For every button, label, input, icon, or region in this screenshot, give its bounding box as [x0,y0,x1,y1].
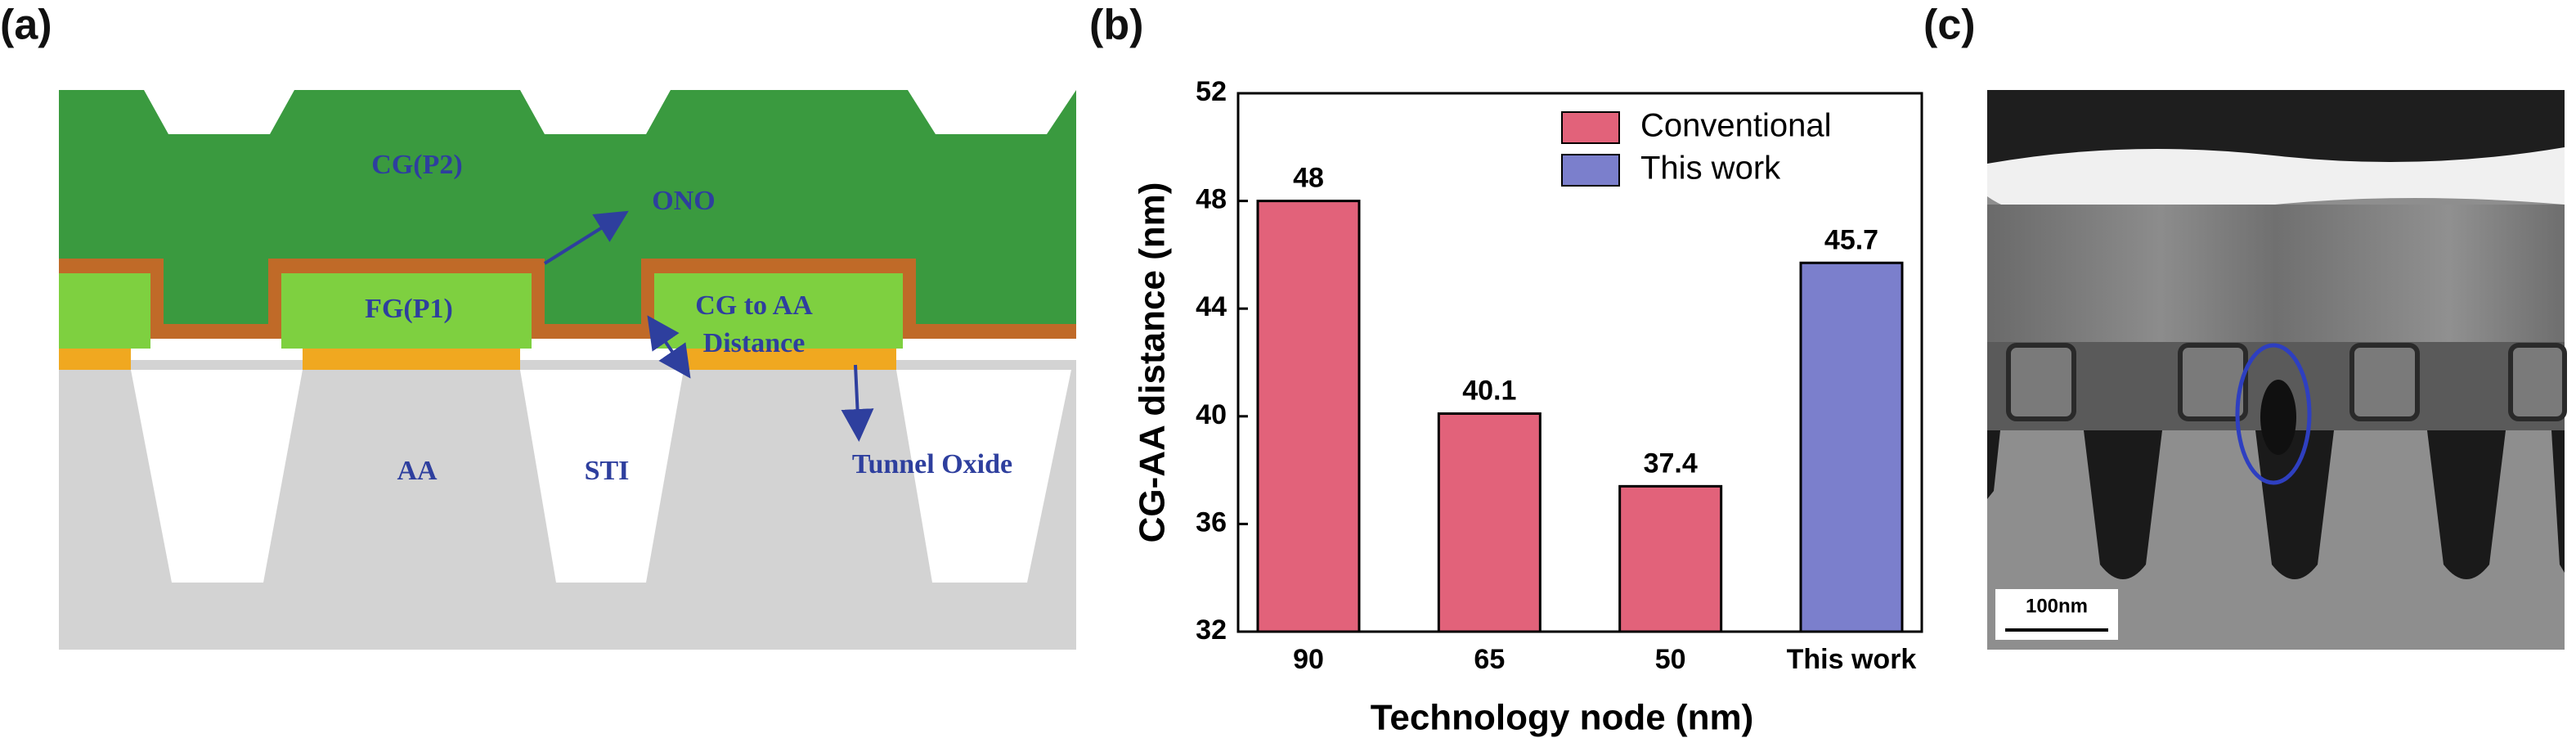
arrow [543,210,629,265]
y-tick-label: 48 [1196,184,1227,215]
legend-label: Conventional [1640,108,1832,144]
tunnel-oxide [303,349,520,370]
y-axis-title: CG-AA distance (nm) [1133,182,1173,543]
y-tick-label: 36 [1196,506,1227,538]
bar [1437,412,1542,633]
bar [1618,484,1723,633]
panel-label: (c) [1923,2,1976,49]
bar [1799,261,1904,633]
gate-structures [2006,343,2567,421]
x-tick-label: 65 [1474,644,1505,675]
scale-bar-label: 100nm [2026,595,2088,617]
value-label: 48 [1293,163,1324,194]
image-top [1987,90,2565,164]
floating-gate [654,273,903,349]
arrow [647,315,691,379]
legend-swatch [1561,111,1620,144]
bar [1256,200,1361,633]
label: AA [397,456,438,486]
legend-label: This work [1640,151,1781,187]
x-axis-title: Technology node (nm) [1371,698,1754,738]
y-tick-label: 52 [1196,76,1227,107]
floating-gate [59,273,150,349]
bar-chart: Technology node (nm) CG-AA distance (nm)… [1133,76,1923,738]
ono [59,324,1076,339]
value-label: 37.4 [1644,448,1698,479]
x-tick-label: 90 [1293,644,1324,675]
arrow [841,364,874,442]
gate-layer [1987,205,2565,344]
y-tick-label: 44 [1196,291,1227,322]
label: CG(P2) [371,150,462,180]
label: STI [585,456,630,486]
label: Tunnel Oxide [852,449,1012,479]
highlight [2235,343,2312,485]
label: CG to AA [695,290,813,321]
plot-frame [1236,92,1923,633]
label: Distance [703,328,806,358]
value-label: 40.1 [1462,375,1516,406]
y-tick-label: 40 [1196,399,1227,430]
panel-label: (a) [0,2,52,49]
x-tick-label: This work [1787,644,1917,675]
value-label: 45.7 [1824,224,1878,255]
tunnel-oxide [684,349,896,370]
void [2260,380,2296,455]
pillars [1987,430,2565,579]
label: FG(P1) [365,294,453,324]
label: ONO [652,186,715,216]
legend-swatch [1561,154,1620,187]
sti [131,370,303,583]
bright-layer [1987,147,2565,223]
control-gate [59,90,1076,339]
cross-section-diagram: CG(P2) ONO FG(P1) CG to AA Distance AA S… [59,90,1076,650]
tem-image: 100nm [1987,90,2567,650]
x-tick-label: 50 [1655,644,1686,675]
y-tick-label: 32 [1196,614,1227,646]
tunnel-oxide [59,349,131,370]
sti [520,370,684,583]
panel-label: (b) [1089,2,1143,49]
sti [896,370,1071,583]
floating-gate [281,273,532,349]
